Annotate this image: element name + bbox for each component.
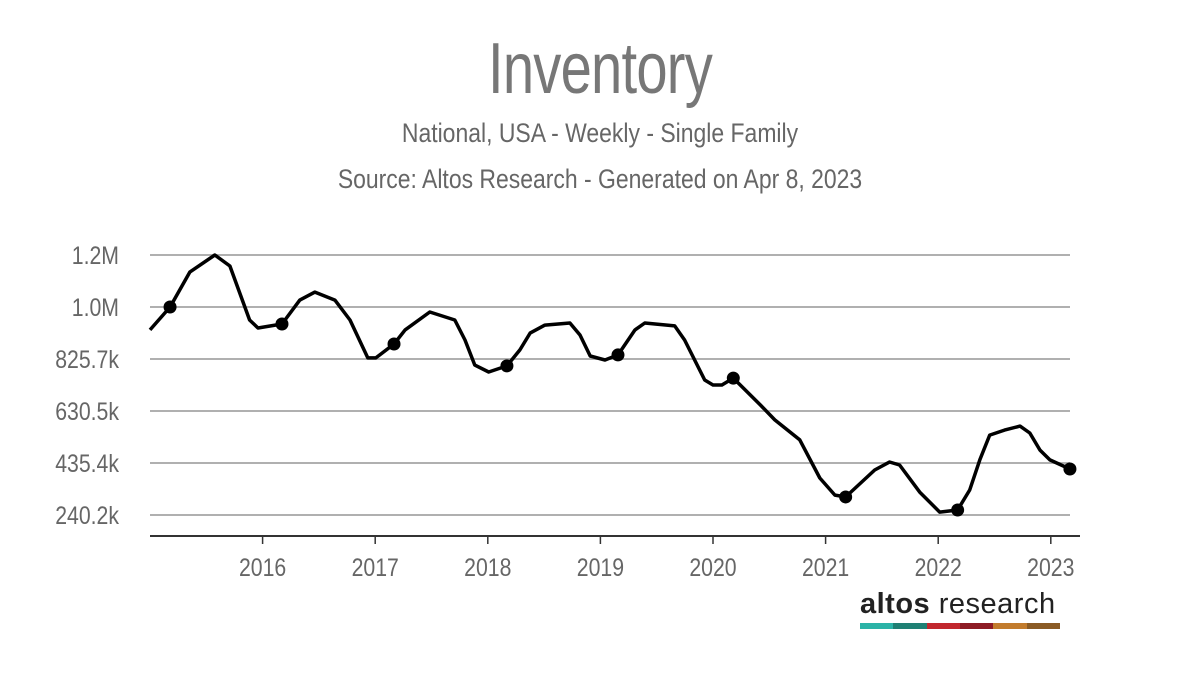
logo-color-bar [993,623,1027,629]
chart-subtitle: National, USA - Weekly - Single Family [401,118,799,148]
y-tick-label: 1.2M [72,241,119,269]
data-marker [387,337,401,351]
logo-text-bold: altos [860,588,931,620]
x-tick-label: 2022 [915,553,962,581]
data-marker [1063,462,1077,476]
data-marker [163,300,177,314]
x-tick-label: 2023 [1027,553,1074,581]
x-tick-label: 2021 [802,553,849,581]
y-tick-label: 435.4k [55,449,119,477]
inventory-line [148,253,1071,514]
data-marker [951,503,965,517]
chart-title: Inventory [488,29,713,109]
y-tick-label: 240.2k [55,501,119,529]
data-marker [726,371,740,385]
data-marker [275,317,289,331]
x-tick-label: 2019 [577,553,624,581]
y-tick-label: 825.7k [55,345,119,373]
data-marker [500,359,514,373]
x-tick-label: 2016 [239,553,286,581]
altos-research-logo: altos research [860,588,1060,629]
logo-color-bar [893,623,927,629]
y-tick-label: 1.0M [72,293,119,321]
x-tick-label: 2017 [352,553,399,581]
logo-text-regular: research [930,588,1056,620]
logo-color-bar [959,623,994,629]
chart-source: Source: Altos Research - Generated on Ap… [337,164,863,194]
data-marker [839,490,853,504]
x-tick-label: 2020 [689,553,736,581]
logo-color-bars [860,623,1060,629]
logo-color-bar [860,623,894,629]
x-tick-label: 2018 [464,553,511,581]
y-tick-label: 630.5k [55,397,119,425]
data-marker [611,348,625,362]
logo-color-bar [926,623,960,629]
logo-color-bar [1026,623,1060,629]
